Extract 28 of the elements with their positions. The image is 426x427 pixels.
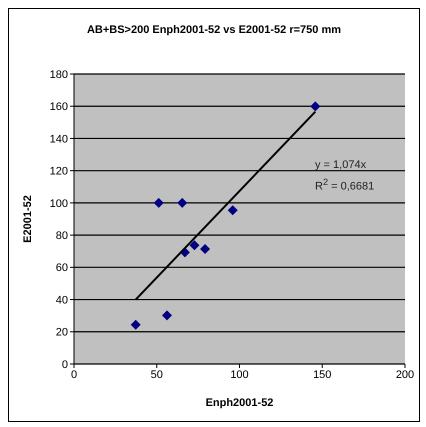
x-tick-label: 0 bbox=[70, 368, 78, 381]
x-axis-title: Enph2001-52 bbox=[206, 397, 274, 409]
x-tick-label: 200 bbox=[396, 368, 414, 381]
y-tick-label: 180 bbox=[50, 68, 68, 81]
y-tick-label: 60 bbox=[56, 262, 68, 274]
x-tick-label: 50 bbox=[150, 368, 163, 381]
y-axis-title: E2001-52 bbox=[22, 195, 34, 243]
y-tick-label: 20 bbox=[56, 326, 68, 339]
y-tick-label: 140 bbox=[50, 133, 68, 146]
y-tick-label: 160 bbox=[50, 101, 68, 114]
point bbox=[200, 244, 210, 254]
y-tick-label: 40 bbox=[56, 294, 68, 306]
chart-title: AB+BS>200 Enph2001-52 vs E2001-52 r=750 mm bbox=[86, 24, 342, 36]
point bbox=[177, 198, 188, 208]
point bbox=[154, 198, 164, 208]
y-tick-label: 120 bbox=[50, 166, 68, 178]
annotation: y = 1,074x bbox=[315, 159, 366, 171]
y-tick-label: 0 bbox=[62, 358, 68, 371]
y-tick-label: 100 bbox=[50, 198, 68, 210]
annotation: R$^{2}$ = 0,6681 bbox=[315, 177, 374, 193]
x-tick-label: 150 bbox=[313, 368, 332, 381]
point bbox=[189, 240, 200, 250]
point bbox=[162, 310, 172, 320]
x-tick-label: 100 bbox=[230, 368, 249, 381]
point bbox=[130, 320, 141, 330]
point bbox=[228, 205, 238, 216]
y-tick-label: 80 bbox=[56, 230, 68, 242]
point bbox=[310, 101, 320, 112]
